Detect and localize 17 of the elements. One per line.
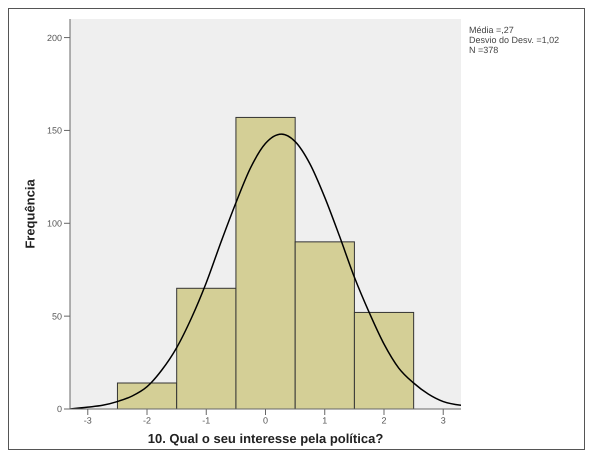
text: N =378 [469,45,500,55]
y-tick-label: 200 [46,32,62,43]
y-tick-label: 0 [56,404,62,414]
x-tick-label: 2 [381,415,386,426]
x-tick-label: -2 [143,415,152,426]
y-tick-label: 100 [46,218,62,228]
text: Desvio do Desv. =1,02 [469,35,560,45]
x-tick-label: -3 [84,415,92,426]
text: Média =,27 [469,25,515,35]
x-tick-label: 0 [262,415,268,426]
y-axis-title: Frequência [22,178,38,249]
x-tick-label: 3 [440,415,446,426]
x-tick-label: -1 [202,415,210,426]
x-tick-label: 1 [322,415,328,426]
x-axis-title: 10. Qual o seu interesse pela política? [148,431,384,446]
y-tick-label: 50 [52,311,62,322]
y-tick-label: 150 [46,126,62,136]
